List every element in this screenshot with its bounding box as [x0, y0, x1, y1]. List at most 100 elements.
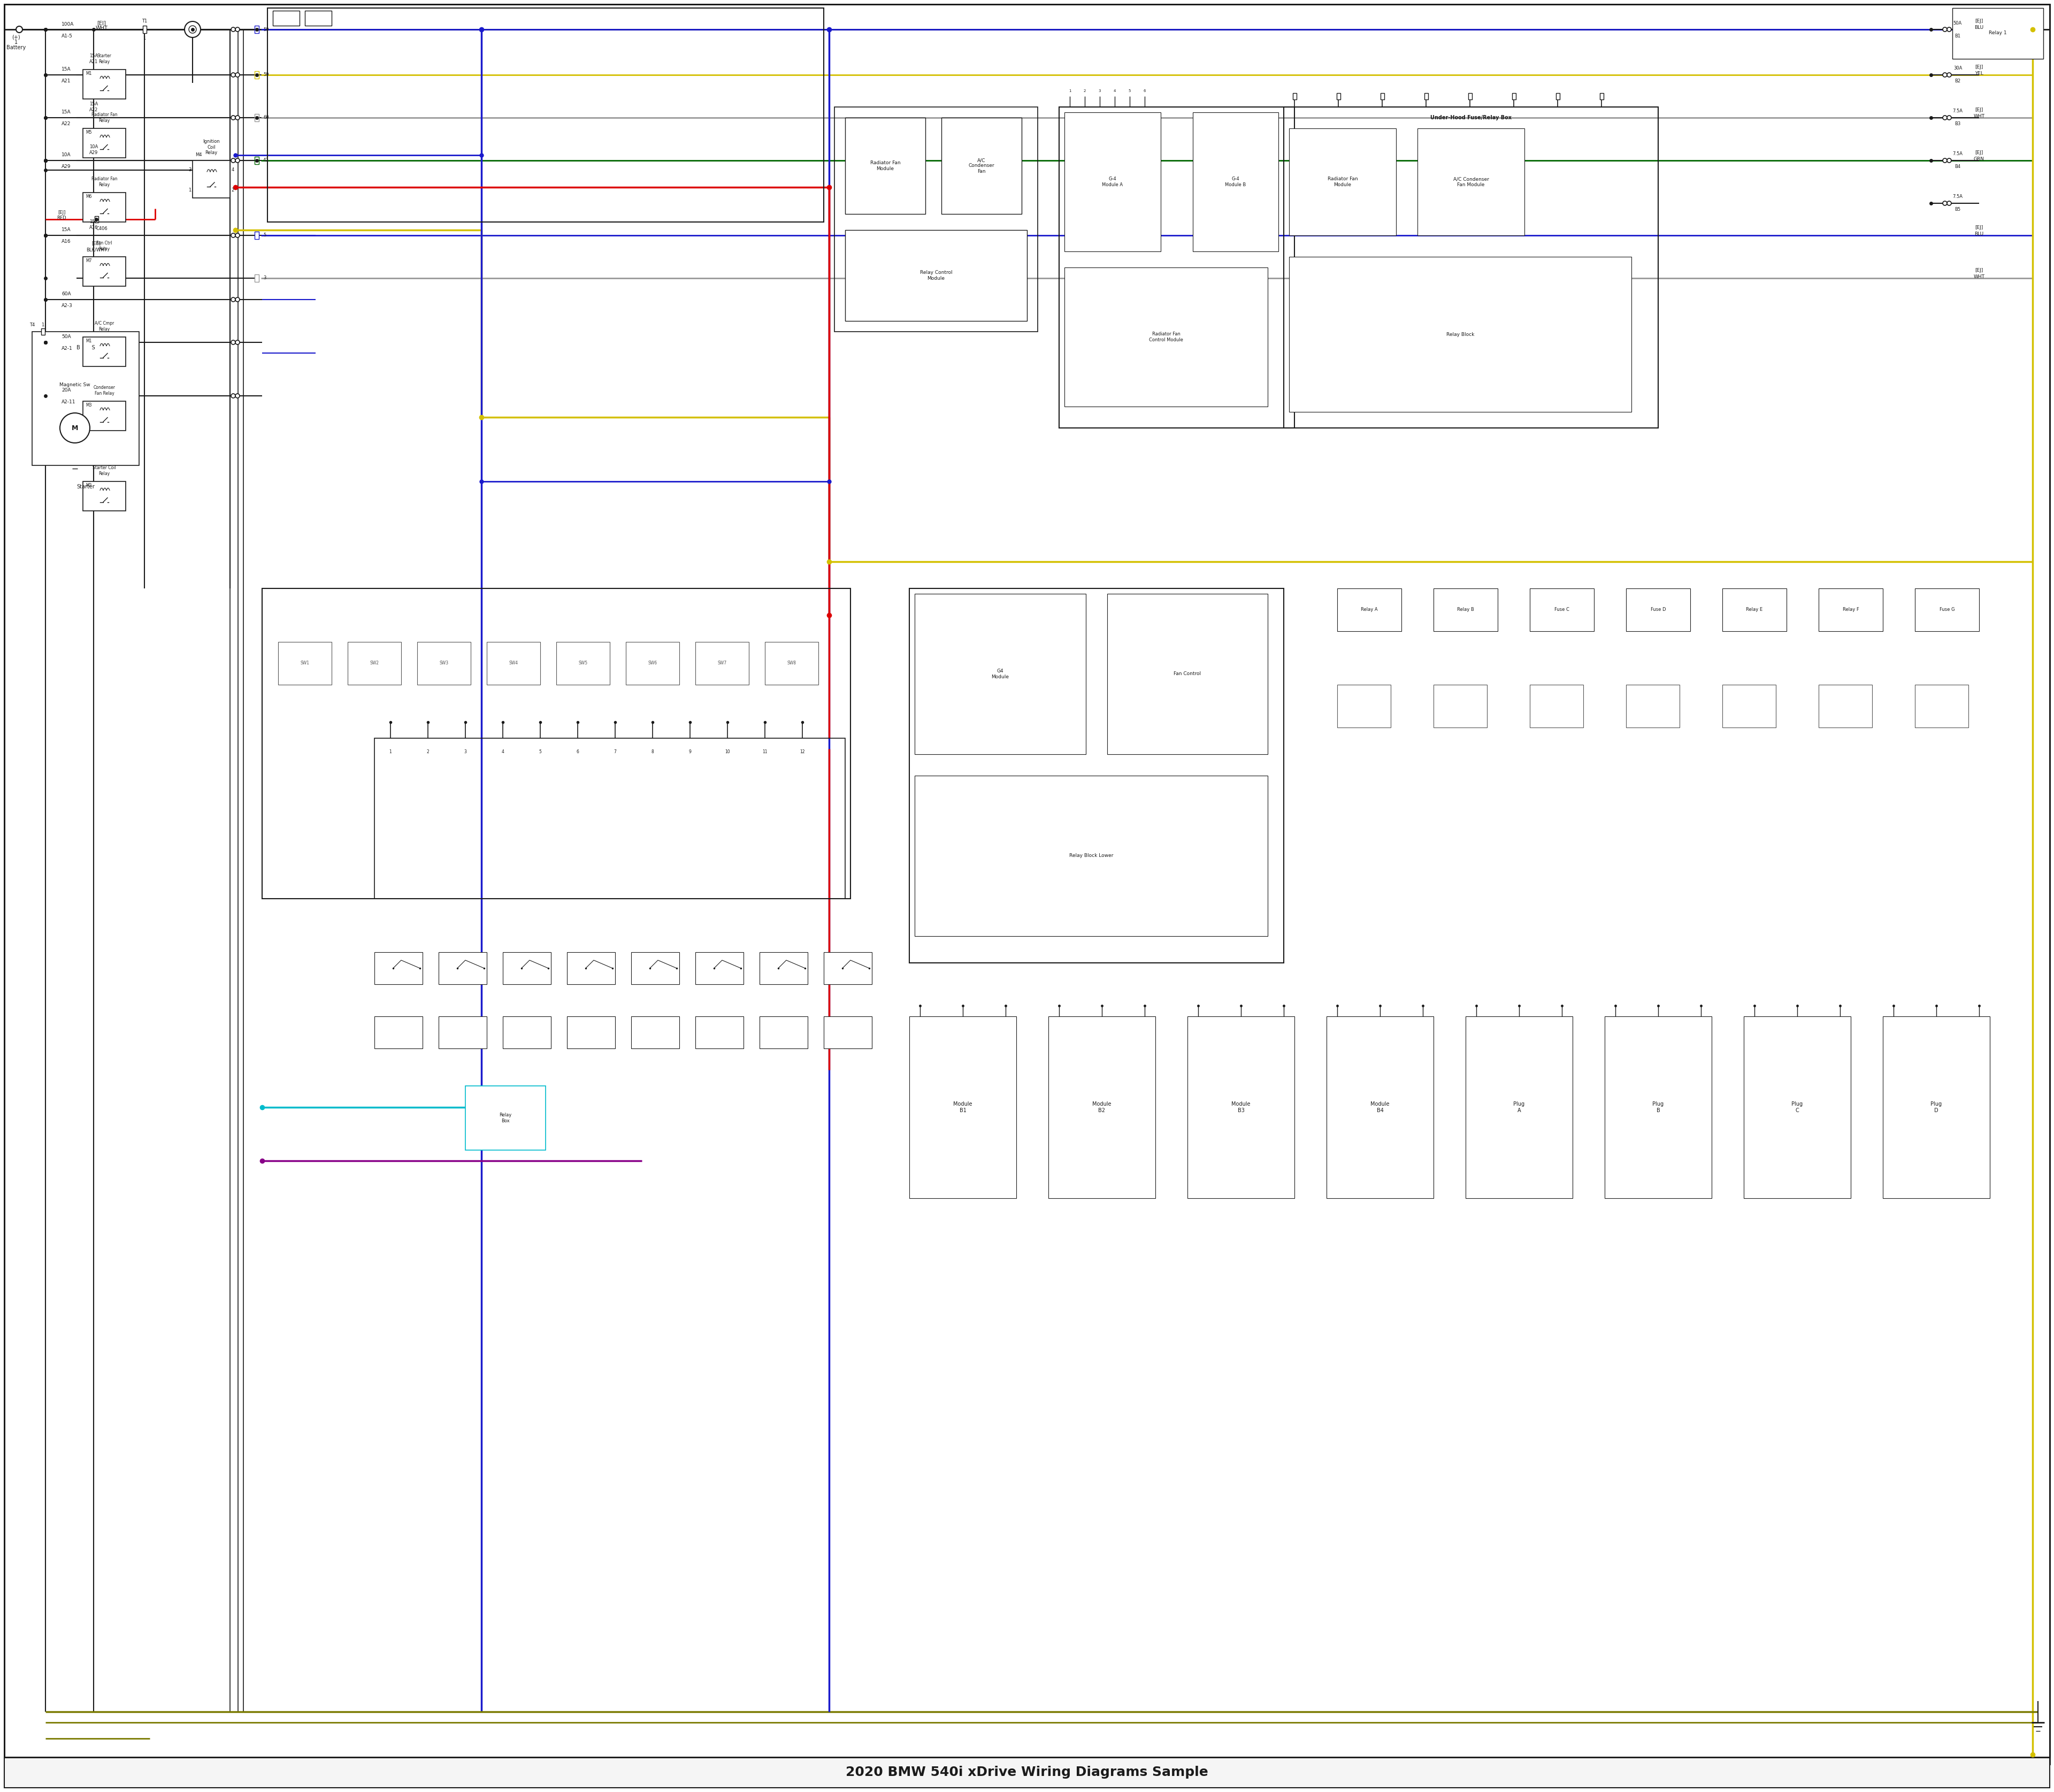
Bar [1290, 256, 1631, 412]
Bar [263, 588, 850, 898]
Text: 1: 1 [1068, 90, 1070, 93]
Text: B3: B3 [1955, 122, 1962, 127]
Text: 12: 12 [799, 749, 805, 754]
Bar [631, 952, 680, 984]
Bar [255, 274, 259, 281]
Bar [760, 952, 807, 984]
Text: M1: M1 [86, 72, 92, 77]
Text: B1: B1 [1955, 34, 1962, 38]
Bar [347, 642, 401, 685]
Bar [1914, 685, 1968, 728]
Circle shape [185, 22, 201, 38]
Bar [255, 115, 259, 122]
Bar [1723, 685, 1777, 728]
Bar [144, 25, 146, 34]
Bar [1380, 93, 1384, 100]
Bar [82, 401, 125, 430]
Bar [487, 642, 540, 685]
Text: 10A: 10A [62, 152, 72, 158]
Text: 11: 11 [762, 749, 768, 754]
Bar [696, 952, 744, 984]
Bar [1723, 588, 1787, 631]
Text: Radiator Fan
Relay: Radiator Fan Relay [90, 177, 117, 186]
Bar [33, 332, 140, 466]
Circle shape [230, 115, 236, 120]
Text: WHT: WHT [1974, 113, 1984, 118]
Circle shape [1947, 115, 1951, 120]
Bar [277, 642, 331, 685]
Bar [1953, 7, 2044, 59]
Text: T1: T1 [142, 18, 148, 23]
Circle shape [1943, 73, 1947, 77]
Text: Fuse D: Fuse D [1651, 607, 1666, 613]
Text: A2-3: A2-3 [62, 303, 72, 308]
Text: 3: 3 [464, 749, 466, 754]
Circle shape [236, 27, 240, 32]
Bar [374, 738, 844, 898]
Bar [567, 1016, 614, 1048]
Bar [374, 1016, 423, 1048]
Bar [1818, 685, 1871, 728]
Text: M7: M7 [86, 258, 92, 263]
Text: 15A: 15A [62, 228, 72, 233]
Text: A/C Cmpr
Relay: A/C Cmpr Relay [94, 321, 115, 332]
Text: 15A
A16: 15A A16 [88, 219, 99, 229]
Circle shape [236, 233, 240, 238]
Bar [82, 256, 125, 287]
Circle shape [1947, 201, 1951, 206]
Text: 7: 7 [614, 749, 616, 754]
Text: 59: 59 [263, 72, 269, 77]
Bar [1290, 129, 1397, 235]
Text: A16: A16 [62, 240, 72, 244]
Text: [EJ]: [EJ] [58, 210, 66, 215]
Text: Magnetic Sw: Magnetic Sw [60, 383, 90, 387]
Text: SW5: SW5 [579, 661, 587, 665]
Text: Fuse C: Fuse C [1555, 607, 1569, 613]
Circle shape [236, 158, 240, 163]
Text: Module
B3: Module B3 [1232, 1102, 1251, 1113]
Bar [941, 118, 1021, 213]
Text: Relay Control
Module: Relay Control Module [920, 271, 953, 281]
Text: Module
B2: Module B2 [1093, 1102, 1111, 1113]
Text: Relay A: Relay A [1362, 607, 1378, 613]
Bar [1884, 1016, 1990, 1199]
Bar [440, 952, 487, 984]
Bar [1434, 588, 1497, 631]
Text: Relay Block: Relay Block [1446, 332, 1475, 337]
Text: (+): (+) [12, 34, 21, 39]
Text: 5: 5 [1128, 90, 1132, 93]
Bar [1284, 108, 1658, 428]
Bar [1627, 588, 1690, 631]
Bar [760, 1016, 807, 1048]
Text: 3: 3 [189, 168, 191, 172]
Bar [1417, 129, 1524, 235]
Bar [824, 1016, 871, 1048]
Text: 4: 4 [501, 749, 503, 754]
Text: [EE]: [EE] [92, 240, 101, 246]
Bar [914, 776, 1267, 935]
Text: A1-5: A1-5 [62, 34, 72, 38]
Text: [EJ]: [EJ] [1976, 151, 1984, 154]
Bar [193, 161, 230, 197]
Text: Fuse G: Fuse G [1939, 607, 1955, 613]
Bar [255, 156, 259, 165]
Text: M6: M6 [86, 195, 92, 199]
Circle shape [236, 394, 240, 398]
Text: G-4
Module A: G-4 Module A [1103, 177, 1124, 186]
Text: 15A: 15A [62, 109, 72, 115]
Circle shape [1943, 27, 1947, 32]
Text: 100A: 100A [62, 22, 74, 27]
Text: Module
B1: Module B1 [953, 1102, 972, 1113]
Text: 60A: 60A [62, 292, 72, 297]
Bar [824, 952, 871, 984]
Text: Condenser
Fan Relay: Condenser Fan Relay [92, 385, 115, 396]
Bar [696, 1016, 744, 1048]
Text: A22: A22 [62, 122, 70, 127]
Text: 30A: 30A [1953, 66, 1962, 72]
Text: WHT: WHT [97, 25, 107, 30]
Bar [1512, 93, 1516, 100]
Bar [626, 642, 680, 685]
Text: [EI]: [EI] [97, 20, 107, 25]
Text: SW7: SW7 [717, 661, 727, 665]
Bar [503, 1016, 550, 1048]
